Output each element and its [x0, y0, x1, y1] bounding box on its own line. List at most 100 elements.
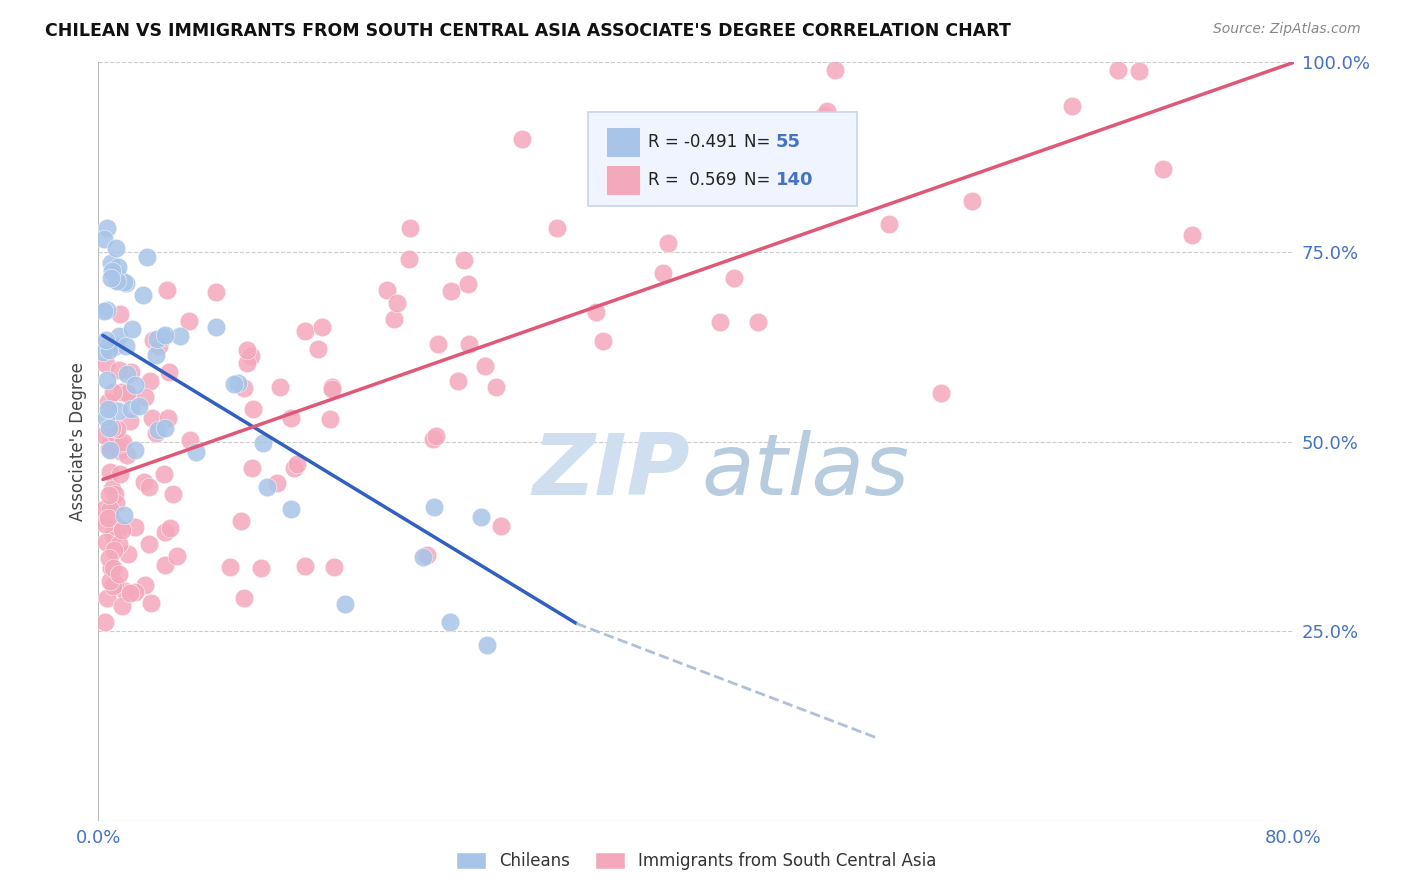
Point: [135, 250, 157, 264]
Point: [107, 260, 129, 275]
Point: [108, 329, 131, 343]
Point: [385, 296, 408, 310]
Point: [120, 414, 142, 428]
Point: [115, 368, 138, 382]
Point: [311, 319, 333, 334]
Text: 55: 55: [776, 133, 801, 151]
Point: [101, 384, 124, 399]
Point: [166, 549, 188, 563]
Text: ZIP: ZIP: [533, 430, 690, 514]
Point: [93, 304, 115, 318]
Point: [100, 255, 122, 269]
Point: [115, 339, 138, 353]
Point: [250, 560, 273, 574]
Point: [439, 615, 461, 630]
Point: [308, 342, 330, 356]
Point: [108, 443, 131, 458]
Point: [107, 363, 129, 377]
Point: [723, 271, 745, 285]
Point: [108, 567, 131, 582]
Point: [103, 426, 125, 441]
Point: [145, 348, 167, 362]
Point: [294, 558, 316, 573]
Point: [103, 561, 125, 575]
Point: [474, 359, 496, 374]
Point: [546, 221, 568, 235]
Point: [101, 483, 124, 497]
Point: [139, 596, 162, 610]
Point: [100, 560, 122, 574]
Point: [491, 518, 513, 533]
Point: [824, 62, 846, 77]
Point: [94, 615, 117, 629]
Point: [156, 283, 179, 297]
Point: [110, 467, 132, 482]
Point: [101, 527, 124, 541]
Point: [97, 442, 120, 456]
Point: [145, 425, 167, 440]
Point: [138, 480, 160, 494]
Point: [280, 501, 302, 516]
Point: [103, 543, 125, 558]
Point: [233, 381, 256, 395]
Point: [96, 303, 118, 318]
Point: [146, 424, 169, 438]
Point: [110, 385, 132, 400]
Point: [94, 357, 117, 371]
Point: [157, 365, 180, 379]
Point: [440, 284, 463, 298]
Point: [695, 170, 717, 185]
Point: [101, 516, 124, 530]
Point: [152, 330, 174, 344]
Point: [93, 232, 115, 246]
Point: [485, 380, 508, 394]
Point: [148, 339, 170, 353]
Point: [114, 276, 136, 290]
Point: [120, 401, 142, 416]
Point: [229, 514, 252, 528]
Point: [269, 379, 291, 393]
Text: N=: N=: [744, 171, 775, 189]
Point: [240, 460, 263, 475]
Point: [226, 376, 249, 390]
Point: [184, 444, 207, 458]
Point: [425, 429, 447, 443]
Point: [222, 376, 245, 391]
Point: [510, 132, 533, 146]
Point: [98, 339, 121, 353]
Point: [108, 437, 131, 451]
Point: [453, 253, 475, 268]
Point: [120, 365, 142, 379]
Point: [285, 457, 308, 471]
Point: [412, 550, 434, 565]
Point: [97, 551, 120, 566]
Point: [1128, 64, 1150, 78]
Point: [960, 194, 983, 209]
Point: [124, 442, 146, 457]
Point: [97, 511, 120, 525]
Point: [115, 385, 138, 400]
Point: [375, 284, 398, 298]
Point: [134, 390, 156, 404]
Point: [813, 108, 835, 122]
Point: [104, 576, 127, 591]
FancyBboxPatch shape: [589, 112, 858, 207]
Legend: Chileans, Immigrants from South Central Asia: Chileans, Immigrants from South Central …: [449, 846, 943, 877]
Text: CHILEAN VS IMMIGRANTS FROM SOUTH CENTRAL ASIA ASSOCIATE'S DEGREE CORRELATION CHA: CHILEAN VS IMMIGRANTS FROM SOUTH CENTRAL…: [45, 22, 1011, 40]
Point: [104, 339, 127, 353]
Point: [134, 578, 156, 592]
Point: [427, 337, 450, 351]
Point: [112, 434, 135, 449]
Point: [657, 235, 679, 250]
Point: [605, 155, 627, 169]
Point: [256, 479, 278, 493]
Point: [323, 560, 346, 574]
Point: [100, 559, 122, 574]
Point: [105, 241, 128, 255]
Point: [422, 432, 444, 446]
Text: R = -0.491: R = -0.491: [648, 133, 737, 151]
Point: [93, 502, 115, 516]
Point: [97, 401, 120, 416]
Point: [592, 334, 614, 348]
Point: [94, 333, 117, 347]
